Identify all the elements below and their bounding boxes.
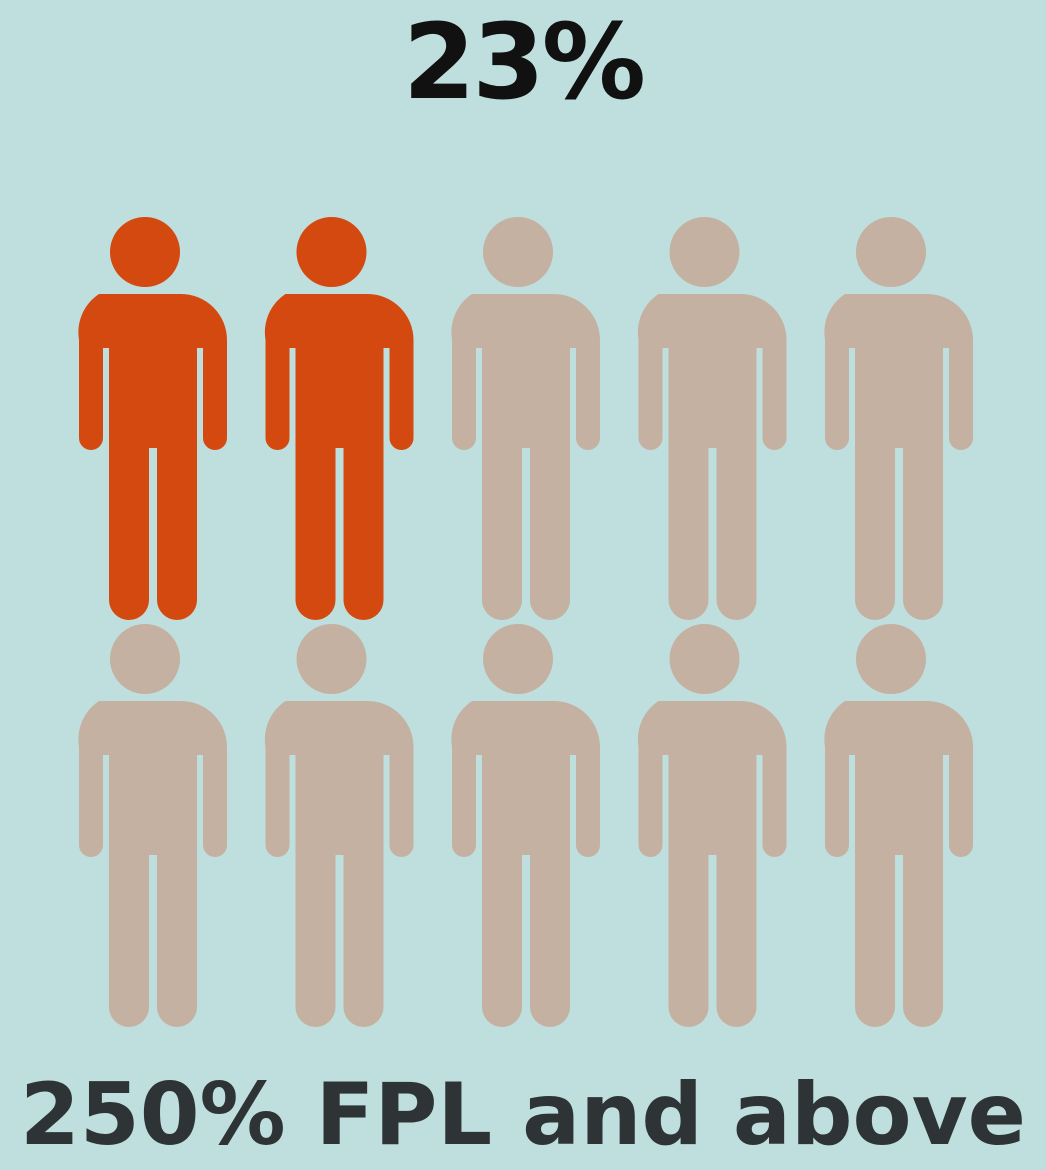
person-body (637, 294, 787, 620)
person-head (110, 217, 180, 287)
person-body (637, 701, 787, 1027)
person-body (78, 294, 227, 620)
person-head (483, 624, 553, 694)
person-icon (637, 624, 787, 1027)
person-icon (451, 624, 600, 1027)
person-head (110, 624, 180, 694)
person-body (78, 701, 227, 1027)
person-head (483, 217, 553, 287)
person-head (669, 217, 740, 287)
category-caption: 250% FPL and above (20, 1065, 1026, 1165)
percent-headline: 23% (403, 1, 646, 123)
person-head (296, 624, 367, 694)
person-icon (451, 217, 600, 620)
person-body (451, 701, 600, 1027)
person-head (856, 217, 926, 287)
person-body (264, 701, 414, 1027)
person-icon (264, 624, 414, 1027)
person-body (824, 294, 973, 620)
person-head (669, 624, 740, 694)
person-icon-highlighted (78, 217, 227, 620)
person-head (296, 217, 367, 287)
person-icon (824, 217, 973, 620)
person-icon-highlighted (264, 217, 414, 620)
person-icon (637, 217, 787, 620)
person-icon (78, 624, 227, 1027)
person-body (451, 294, 600, 620)
person-icon (824, 624, 973, 1027)
person-body (824, 701, 973, 1027)
person-body (264, 294, 414, 620)
person-head (856, 624, 926, 694)
